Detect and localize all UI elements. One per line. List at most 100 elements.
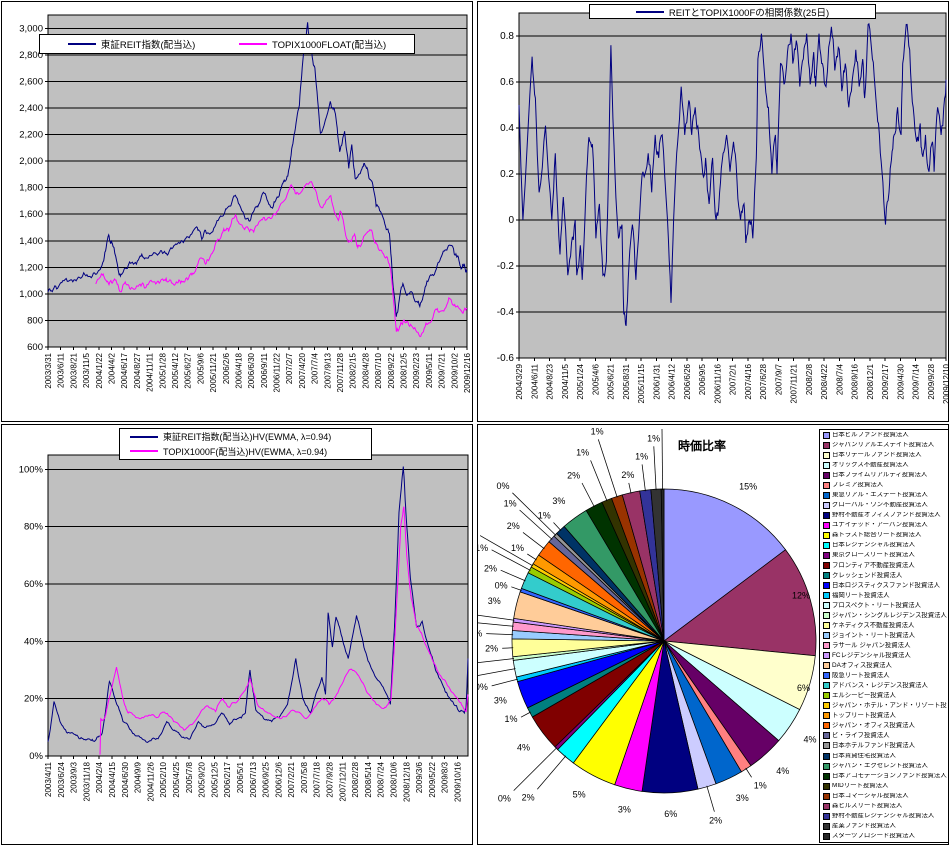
pie-legend-item[interactable]: プロスペクト・リート投資法人 bbox=[823, 602, 947, 610]
y-tick-label: -0.6 bbox=[497, 353, 515, 364]
pie-legend-item[interactable]: ラサール ジャパン投資法人 bbox=[823, 642, 947, 650]
legend-line-sample bbox=[130, 435, 158, 438]
pie-legend-chip bbox=[823, 752, 830, 760]
x-tick-label: 2005/1/24 bbox=[576, 363, 585, 399]
pie-legend-item[interactable]: ジャパン・エクセレント投資法人 bbox=[823, 762, 947, 770]
x-tick-label: 2009/4/30 bbox=[896, 363, 905, 399]
pie-legend-item[interactable]: スターツプロシード投資法人 bbox=[823, 832, 947, 840]
pie-legend-chip bbox=[823, 502, 830, 510]
pie-label-leader bbox=[478, 668, 516, 676]
pie-legend-item[interactable]: トップリート投資法人 bbox=[823, 712, 947, 720]
pie-legend-item[interactable]: 森トラスト総合リート投資法人 bbox=[823, 532, 947, 540]
pie-label-leader bbox=[512, 492, 557, 536]
index-comparison-legend: 東証REIT指数(配当込) TOPIX1000FLOAT(配当込) bbox=[39, 34, 415, 54]
legend-label: TOPIX1000F(配当込)HV(EWMA, λ=0.94) bbox=[163, 446, 328, 457]
pie-legend-item[interactable]: 日本プライムリアルティ投資法人 bbox=[823, 472, 947, 480]
pie-legend-label: クレッシェンド投資法人 bbox=[832, 572, 903, 579]
pie-legend-chip bbox=[823, 722, 830, 730]
series-line-0 bbox=[47, 22, 468, 317]
pie-legend-item[interactable]: ジャパン・オフィス投資法人 bbox=[823, 722, 947, 730]
pie-legend-item[interactable]: 日本賃貸住宅投資法人 bbox=[823, 752, 947, 760]
pie-legend-label: ジャパンリアルエステイト投資法人 bbox=[832, 442, 935, 449]
legend-line-sample bbox=[130, 450, 158, 453]
x-tick-label: 2004/8/23 bbox=[546, 363, 555, 399]
pie-legend-item[interactable]: 日本ロジスティクスファンド投資法人 bbox=[823, 582, 947, 590]
chart-panel-correlation[interactable]: 0.8 0.6 0.4 0.2 0 -0.2 -0.4 -0.6 2004/3/29 2004/6… bbox=[477, 1, 949, 422]
pie-legend-chip bbox=[823, 552, 830, 560]
pie-legend-item[interactable]: クレッシェンド投資法人 bbox=[823, 572, 947, 580]
pie-legend-label: ユナイテッド・アーバン投資法人 bbox=[832, 522, 928, 529]
pie-legend-item[interactable]: 産業ファンド投資法人 bbox=[823, 822, 947, 830]
pie-legend-chip bbox=[823, 492, 830, 500]
pie-legend-item[interactable]: 東京グロースリート投資法人 bbox=[823, 552, 947, 560]
x-tick-label: 2006/2/17 bbox=[223, 761, 232, 797]
pie-legend-item[interactable]: 阪急リート投資法人 bbox=[823, 672, 947, 680]
pie-legend-item[interactable]: 野村不動産レジデンシャル投資法人 bbox=[823, 812, 947, 820]
series-line-1 bbox=[99, 506, 469, 755]
pie-percent-label: 2% bbox=[567, 471, 580, 481]
pie-legend-item[interactable]: ビ・ライフ投資法人 bbox=[823, 732, 947, 740]
pie-legend-item[interactable]: 福岡リート投資法人 bbox=[823, 592, 947, 600]
pie-legend-item[interactable]: アドバンス・レジデンス投資法人 bbox=[823, 682, 947, 690]
x-tick-label: 2008/10/6 bbox=[390, 761, 399, 797]
pie-slice[interactable] bbox=[663, 488, 787, 642]
pie-legend-item[interactable]: 日本ビルファンド投資法人 bbox=[823, 432, 947, 439]
pie-percent-label: 1% bbox=[538, 511, 551, 521]
pie-legend-item[interactable]: 日本リテールファンド投資法人 bbox=[823, 452, 947, 460]
pie-legend-item[interactable]: 日本ホテルファンド投資法人 bbox=[823, 742, 947, 750]
chart-panel-index-comparison[interactable]: 3,000 2,800 2,600 2,400 2,200 2,000 1,800 1,600… bbox=[1, 1, 473, 422]
pie-legend-item[interactable]: オリックス不動産投資法人 bbox=[823, 462, 947, 470]
pie-legend-item[interactable]: 野村不動産オフィスファンド投資法人 bbox=[823, 512, 947, 520]
x-tick-label: 2006/9/5 bbox=[698, 363, 707, 395]
pie-legend-chip bbox=[823, 802, 830, 810]
x-tick-label: 2005/9/6 bbox=[196, 352, 205, 384]
pie-slice[interactable] bbox=[663, 549, 817, 657]
pie-legend-item[interactable]: ジャパンリアルエステイト投資法人 bbox=[823, 442, 947, 450]
pie-legend-item[interactable]: ジャパン・ホテル・アンド・リゾート投資法人 bbox=[823, 702, 947, 710]
pie-legend-item[interactable]: 日本アコモデーションファンド投資法人 bbox=[823, 772, 947, 780]
y-tick-label: 0 bbox=[508, 215, 514, 226]
pie-legend-label: 日本コマーシャル投資法人 bbox=[832, 792, 909, 799]
pie-percent-label: 2% bbox=[507, 521, 520, 531]
pie-legend-label: オリックス不動産投資法人 bbox=[832, 462, 909, 469]
chart-panel-volatility[interactable]: 100% 80% 60% 40% 20% 0% 2003/4/11 2003/6/24 2003… bbox=[1, 424, 473, 845]
pie-legend-item[interactable]: プレミア投資法人 bbox=[823, 482, 947, 490]
pie-legend-item[interactable]: ジョイント・リート投資法人 bbox=[823, 632, 947, 640]
x-tick-label: 2005/4/25 bbox=[172, 761, 181, 797]
pie-legend-label: 森ヒルズリート投資法人 bbox=[832, 802, 903, 809]
x-tick-label: 2009/3/6 bbox=[415, 761, 424, 793]
x-tick-label: 2006/9/11 bbox=[260, 352, 269, 388]
x-tick-label: 2005/4/12 bbox=[171, 352, 180, 388]
pie-legend-item[interactable]: MIDリート投資法人 bbox=[823, 782, 947, 790]
pie-legend-item[interactable]: 森ヒルズリート投資法人 bbox=[823, 802, 947, 810]
x-tick-label: 2004/11/11 bbox=[146, 352, 155, 391]
pie-legend-label: ジャパン・エクセレント投資法人 bbox=[832, 762, 928, 769]
x-tick-label: 2006/6/30 bbox=[247, 352, 256, 388]
pie-legend-item[interactable]: 日本コマーシャル投資法人 bbox=[823, 792, 947, 800]
pie-legend-item[interactable]: グローバル・ワン不動産投資法人 bbox=[823, 502, 947, 510]
pie-legend-chip bbox=[823, 672, 830, 680]
chart-panel-market-cap-pie[interactable]: 15%12%6%4%4%1%3%2%6%3%5%2%0%4%1%3%0%2%0%… bbox=[477, 424, 949, 845]
pie-label-leader bbox=[527, 553, 537, 561]
legend-entry: REITとTOPIX1000Fの相関係数(25日) bbox=[635, 5, 829, 18]
y-tick-label: 1,600 bbox=[19, 209, 43, 220]
pie-percent-label: 1% bbox=[511, 543, 524, 553]
pie-legend-item[interactable]: FCレジデンシャル投資法人 bbox=[823, 652, 947, 660]
pie-legend-chip bbox=[823, 712, 830, 720]
y-tick-label: 0% bbox=[29, 751, 43, 762]
x-tick-label: 2009/9/28 bbox=[927, 363, 936, 399]
pie-legend-chip bbox=[823, 652, 830, 660]
pie-legend-item[interactable]: 日本レジデンシャル投資法人 bbox=[823, 542, 947, 550]
pie-legend-item[interactable]: フロンティア不動産投資法人 bbox=[823, 562, 947, 570]
pie-legend-item[interactable]: 東急リアル・エステート投資法人 bbox=[823, 492, 947, 500]
pie-legend-item[interactable]: DAオフィス投資法人 bbox=[823, 662, 947, 670]
pie-legend-label: ジャパン・ホテル・アンド・リゾート投資法人 bbox=[832, 702, 947, 709]
x-tick-label: 2003/6/24 bbox=[57, 761, 66, 797]
pie-legend-item[interactable]: ケネディクス不動産投資法人 bbox=[823, 622, 947, 630]
correlation-legend: REITとTOPIX1000Fの相関係数(25日) bbox=[589, 4, 876, 19]
pie-legend-item[interactable]: エルシーピー投資法人 bbox=[823, 692, 947, 700]
pie-legend-item[interactable]: ジャパン・シングルレジデンス投資法人 bbox=[823, 612, 947, 620]
pie-legend-item[interactable]: ユナイテッド・アーバン投資法人 bbox=[823, 522, 947, 530]
y-tick-label: 40% bbox=[24, 636, 44, 647]
